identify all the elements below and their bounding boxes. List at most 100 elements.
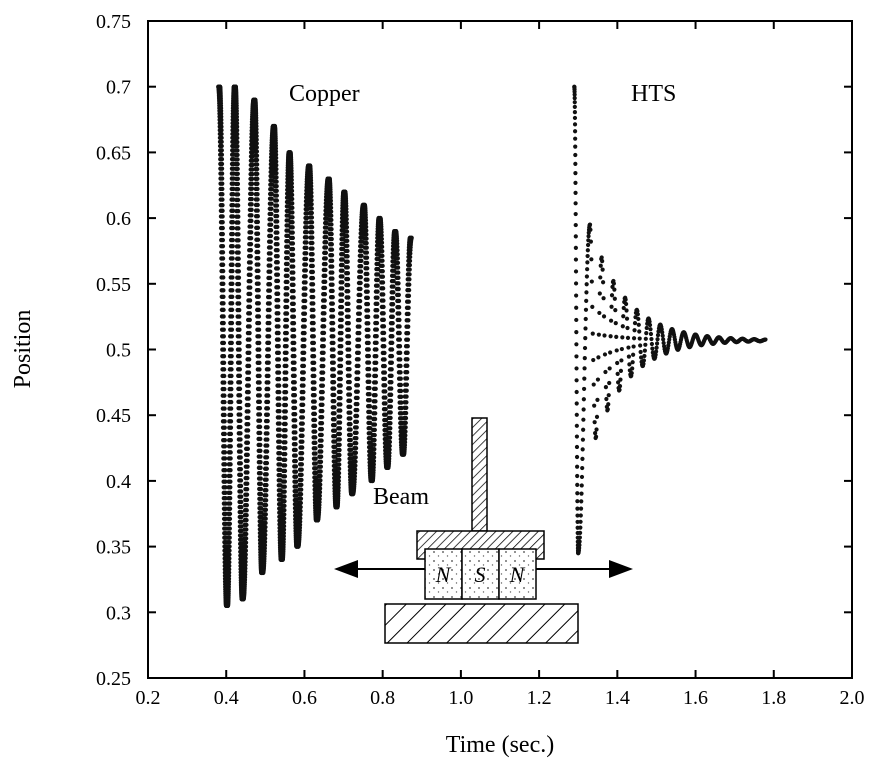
copper-point xyxy=(331,347,336,352)
hts-point xyxy=(654,349,659,354)
copper-point xyxy=(301,350,307,355)
copper-point xyxy=(246,383,251,388)
hts-point xyxy=(572,100,577,105)
copper-point xyxy=(282,463,288,468)
copper-point xyxy=(248,260,253,265)
copper-point xyxy=(238,431,243,436)
copper-point xyxy=(248,254,253,259)
copper-point xyxy=(267,294,272,300)
copper-point xyxy=(222,406,227,411)
copper-point xyxy=(405,357,410,362)
copper-point xyxy=(265,406,271,411)
copper-point xyxy=(235,135,240,141)
hts-point xyxy=(580,456,585,461)
copper-point xyxy=(318,464,323,469)
copper-point xyxy=(352,467,358,472)
copper-point xyxy=(221,340,227,346)
hts-point xyxy=(617,387,622,392)
copper-point xyxy=(243,540,249,545)
copper-point xyxy=(228,399,234,405)
copper-point xyxy=(407,258,413,264)
copper-point xyxy=(329,252,335,258)
copper-point xyxy=(235,152,240,158)
copper-point xyxy=(353,455,358,460)
copper-point xyxy=(375,266,381,272)
copper-point xyxy=(409,235,414,241)
copper-point xyxy=(304,230,309,235)
hts-point xyxy=(582,376,587,381)
copper-point xyxy=(318,473,323,479)
copper-point xyxy=(222,386,227,392)
copper-point xyxy=(247,344,252,349)
magnet-label-s: S xyxy=(475,562,486,587)
copper-point xyxy=(372,422,378,427)
hts-point xyxy=(615,371,620,376)
copper-point xyxy=(365,314,371,320)
copper-point xyxy=(321,330,327,336)
copper-point xyxy=(332,439,338,444)
copper-point xyxy=(331,334,336,339)
copper-point xyxy=(389,353,395,359)
copper-point xyxy=(310,294,316,300)
y-tick-label: 0.45 xyxy=(96,405,131,427)
copper-point xyxy=(356,337,362,342)
hts-point xyxy=(573,281,579,286)
copper-point xyxy=(336,482,341,487)
hts-point xyxy=(581,407,586,412)
beam-rod xyxy=(471,417,488,532)
hts-point xyxy=(583,336,588,341)
copper-point xyxy=(382,370,388,375)
copper-point xyxy=(406,287,412,293)
copper-point xyxy=(344,209,349,215)
copper-point xyxy=(312,417,318,423)
copper-point xyxy=(237,399,243,404)
hts-point xyxy=(579,499,584,504)
copper-point xyxy=(375,283,380,288)
copper-point xyxy=(300,421,305,426)
hts-point xyxy=(654,345,659,350)
copper-point xyxy=(395,248,400,253)
copper-point xyxy=(236,294,242,300)
copper-point xyxy=(299,462,304,467)
copper-point xyxy=(266,327,272,332)
hts-point xyxy=(635,309,640,314)
copper-point xyxy=(236,281,242,287)
copper-point xyxy=(284,350,289,355)
hts-point xyxy=(763,337,768,342)
copper-point xyxy=(257,347,262,352)
copper-point xyxy=(388,415,393,421)
copper-point xyxy=(366,347,371,352)
copper-point xyxy=(277,389,282,395)
right-arrow-head xyxy=(609,560,633,578)
copper-point xyxy=(311,320,316,326)
copper-point xyxy=(339,317,344,323)
copper-point xyxy=(249,218,254,224)
copper-point xyxy=(300,439,305,444)
copper-point xyxy=(235,208,241,214)
copper-point xyxy=(220,208,225,213)
copper-point xyxy=(254,162,260,167)
copper-point xyxy=(227,506,233,511)
copper-point xyxy=(380,274,386,279)
copper-point xyxy=(285,261,290,267)
copper-point xyxy=(283,376,289,382)
copper-point xyxy=(269,196,274,201)
copper-point xyxy=(246,357,252,362)
copper-point xyxy=(239,519,244,524)
copper-point xyxy=(396,275,401,281)
copper-point xyxy=(338,402,343,407)
copper-point xyxy=(292,392,298,398)
copper-point xyxy=(256,288,261,293)
copper-point xyxy=(298,496,304,501)
copper-point xyxy=(274,183,279,189)
copper-point xyxy=(277,415,282,420)
copper-point xyxy=(303,251,309,256)
copper-point xyxy=(230,208,236,213)
x-tick-label: 1.4 xyxy=(605,687,630,709)
copper-point xyxy=(396,281,401,286)
copper-point xyxy=(268,263,273,268)
hts-point xyxy=(602,352,608,357)
copper-point xyxy=(348,410,353,415)
copper-point xyxy=(219,135,224,141)
